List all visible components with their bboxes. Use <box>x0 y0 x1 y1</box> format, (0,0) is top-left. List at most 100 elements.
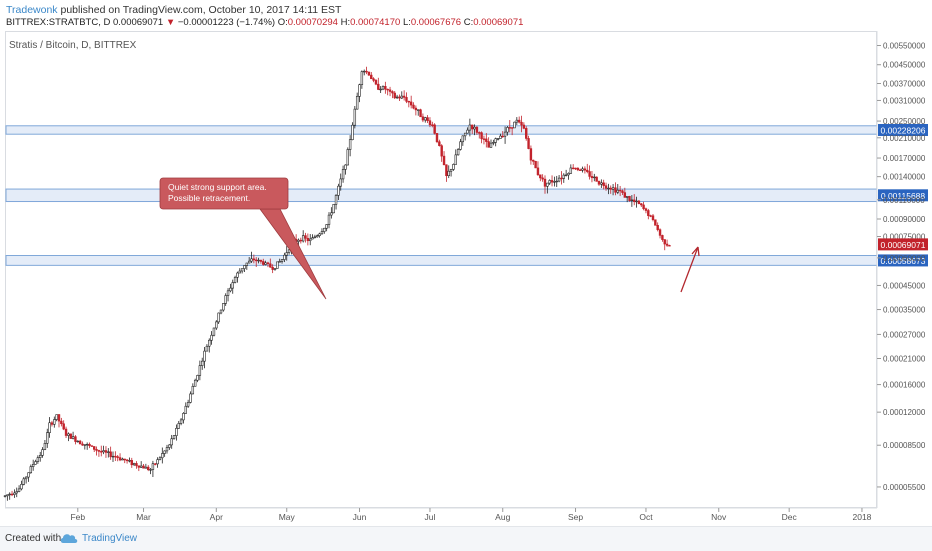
candle-body <box>435 133 439 143</box>
candle-body <box>482 138 486 140</box>
candle-body <box>426 117 429 121</box>
candle-body <box>595 176 598 182</box>
candle-body <box>170 438 173 446</box>
candle-body <box>468 124 472 131</box>
candle-body <box>447 170 450 177</box>
candle-body <box>344 164 347 170</box>
candle-body <box>332 203 335 214</box>
candle-body <box>243 265 246 269</box>
candle-body <box>240 268 244 272</box>
x-tick-label: Aug <box>495 512 510 522</box>
candle-body <box>46 432 49 444</box>
candle-body <box>17 488 21 492</box>
candle-body <box>522 124 526 129</box>
down-arrow-icon: ▼ <box>165 17 176 28</box>
candle-body <box>496 138 500 140</box>
y-tick-label: 0.00012000 <box>883 408 926 417</box>
candle-body <box>123 458 126 461</box>
low-value: 0.00067676 <box>410 17 462 28</box>
candle-body <box>182 413 185 421</box>
y-tick-label: 0.00005500 <box>883 483 926 492</box>
candle-body <box>456 149 460 156</box>
candle-body <box>393 92 396 99</box>
candle-body <box>489 142 493 148</box>
candle-body <box>548 180 551 184</box>
candle-body <box>628 196 631 201</box>
y-tick-label: 0.00170000 <box>883 154 926 163</box>
open-value: 0.00070294 <box>287 17 338 28</box>
candle-body <box>247 260 251 264</box>
candle-body <box>529 148 533 161</box>
candle-body <box>132 463 136 466</box>
candle-body <box>414 107 418 111</box>
x-tick-label: May <box>279 512 296 522</box>
candle-body <box>93 446 96 450</box>
candle-body <box>276 261 279 269</box>
candle-body <box>532 159 535 162</box>
callout-pointer <box>259 208 327 300</box>
candle-body <box>48 422 51 433</box>
tradingview-brand[interactable]: TradingView <box>82 533 138 544</box>
candle-body <box>517 119 521 123</box>
low-label: L: <box>402 17 411 28</box>
candle-body <box>459 141 462 150</box>
candle-body <box>330 212 333 216</box>
high-value: 0.00074170 <box>350 17 401 28</box>
candle-body <box>663 239 666 245</box>
candle-body <box>541 177 544 180</box>
candle-body <box>654 219 657 226</box>
candle-body <box>219 309 223 314</box>
candle-body <box>262 261 265 265</box>
candle-body <box>222 303 225 311</box>
candle-body <box>297 239 300 242</box>
candle-body <box>546 182 549 187</box>
candle-body <box>586 169 589 172</box>
candle-body <box>442 155 446 166</box>
candle-body <box>419 109 422 118</box>
candle-body <box>644 208 648 211</box>
candle-body <box>438 141 441 146</box>
candle-body <box>278 261 281 263</box>
support-zone <box>5 125 878 135</box>
candle-body <box>445 164 448 177</box>
candle-body <box>76 440 79 443</box>
candle-body <box>377 83 380 90</box>
candle-body <box>348 139 352 150</box>
candle-body <box>74 436 77 442</box>
candle-body <box>579 169 582 171</box>
candle-body <box>398 96 401 99</box>
candle-body <box>492 142 495 144</box>
candle-body <box>137 465 141 468</box>
candle-body <box>301 235 305 242</box>
candle-body <box>255 259 258 262</box>
candle-body <box>614 187 617 193</box>
candle-body <box>184 405 187 414</box>
candle-body <box>229 287 232 292</box>
candle-body <box>325 224 328 229</box>
candle-body <box>633 199 636 202</box>
candle-body <box>583 168 587 171</box>
candle-body <box>623 192 627 198</box>
candle-body <box>534 160 537 169</box>
candle-body <box>560 177 563 180</box>
candle-body <box>658 229 662 236</box>
candle-body <box>142 465 145 469</box>
candle-body <box>6 494 9 497</box>
candle-body <box>280 259 284 262</box>
candle-body <box>475 126 479 133</box>
last-price-label: 0.00069071 <box>881 240 926 250</box>
candle-body <box>513 121 516 129</box>
candle-body <box>409 101 413 106</box>
y-tick-label: 0.00008500 <box>883 441 926 450</box>
author-link[interactable]: Tradewonk <box>6 4 58 16</box>
candle-body <box>156 459 159 465</box>
high-label: H: <box>340 17 351 28</box>
candle-body <box>116 456 119 458</box>
callout-text-line1: Quiet strong support area. <box>168 182 267 192</box>
candle-body <box>428 120 432 126</box>
footer-bar: Created with TradingView <box>0 526 932 551</box>
symbol-label: BITTREX:STRATBTC, D <box>6 17 111 28</box>
candle-body <box>257 259 260 262</box>
last-value: 0.00069071 <box>112 17 164 28</box>
